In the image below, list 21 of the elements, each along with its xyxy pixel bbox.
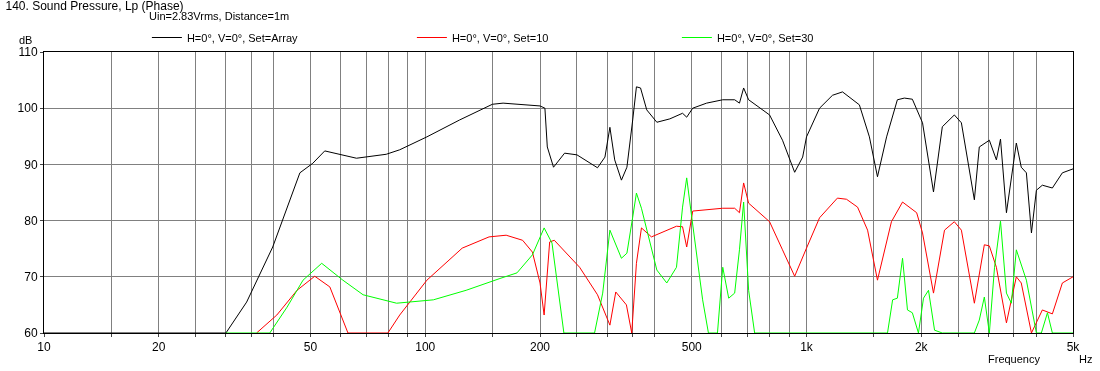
text: Hz bbox=[1079, 353, 1093, 365]
x-tick-label: 1k bbox=[800, 340, 814, 355]
x-axis-title: Frequency bbox=[988, 353, 1041, 365]
legend-label: H=0°, V=0°, Set=30 bbox=[716, 31, 814, 44]
y-axis-title: dB bbox=[19, 34, 33, 46]
y-tick-label: 70 bbox=[24, 270, 38, 284]
legend-label: H=0°, V=0°, Set=Array bbox=[186, 31, 298, 44]
y-tick-label: 110 bbox=[18, 45, 38, 60]
y-tick-label: 60 bbox=[24, 326, 38, 341]
legend-label: H=0°, V=0°, Set=10 bbox=[451, 31, 549, 44]
x-tick-label: 10 bbox=[37, 340, 51, 355]
x-tick-label: 2k bbox=[914, 340, 929, 355]
x-tick-label: 5k bbox=[1066, 340, 1081, 355]
x-tick-label: 50 bbox=[303, 340, 318, 355]
x-tick-label: 20 bbox=[152, 340, 166, 355]
y-tick-label: 100 bbox=[17, 101, 38, 116]
x-tick-label: 200 bbox=[530, 340, 551, 355]
x-tick-label: 100 bbox=[415, 340, 436, 355]
x-tick-label: 500 bbox=[681, 340, 703, 355]
y-tick-label: 90 bbox=[24, 157, 38, 172]
y-tick-label: 80 bbox=[24, 213, 38, 228]
